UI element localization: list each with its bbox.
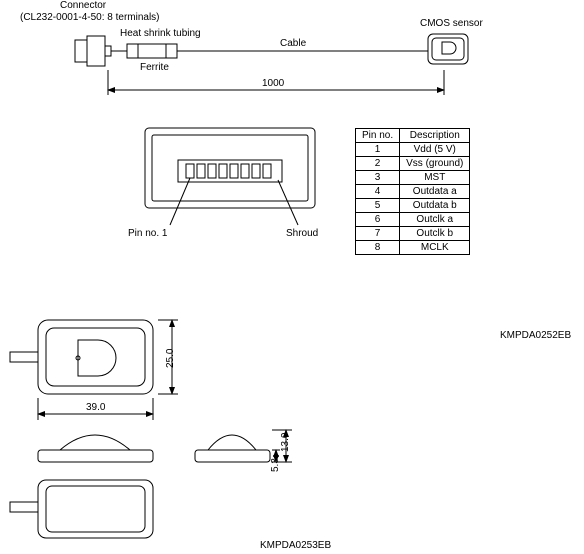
- heat-shrink-label: Heat shrink tubing: [120, 28, 201, 39]
- dim-1000: 1000: [262, 78, 284, 89]
- table-row: 7Outclk b: [356, 227, 470, 241]
- dim-39: 39.0: [86, 402, 105, 413]
- pin1-label: Pin no. 1: [128, 228, 167, 239]
- code-1: KMPDA0252EB: [500, 330, 571, 341]
- table-cell: 4: [356, 185, 400, 199]
- table-row: 1Vdd (5 V): [356, 143, 470, 157]
- pin-table-header: Pin no.: [356, 129, 400, 143]
- cmos-label: CMOS sensor: [420, 18, 483, 29]
- table-cell: MCLK: [400, 241, 470, 255]
- table-row: 6Outclk a: [356, 213, 470, 227]
- pin-table: Pin no. Description 1Vdd (5 V)2Vss (grou…: [355, 128, 470, 255]
- table-row: 4Outdata a: [356, 185, 470, 199]
- pin-table-header: Description: [400, 129, 470, 143]
- table-cell: 1: [356, 143, 400, 157]
- table-row: 8MCLK: [356, 241, 470, 255]
- dim-53: 5.3: [270, 458, 281, 472]
- table-cell: Vdd (5 V): [400, 143, 470, 157]
- connector-label: Connector: [60, 0, 106, 11]
- table-cell: Outdata b: [400, 199, 470, 213]
- table-row: 5Outdata b: [356, 199, 470, 213]
- table-row: 2Vss (ground): [356, 157, 470, 171]
- dim-25: 25.0: [165, 349, 176, 368]
- code-2: KMPDA0253EB: [260, 540, 331, 551]
- table-cell: 2: [356, 157, 400, 171]
- shroud-label: Shroud: [286, 228, 318, 239]
- table-cell: 7: [356, 227, 400, 241]
- ferrite-label: Ferrite: [140, 62, 169, 73]
- connector-sub-label: (CL232-0001-4-50: 8 terminals): [20, 12, 160, 23]
- table-cell: 6: [356, 213, 400, 227]
- table-cell: Outclk b: [400, 227, 470, 241]
- dim-13: 13.0: [280, 433, 291, 452]
- diagram-svg: [0, 0, 584, 554]
- table-cell: 8: [356, 241, 400, 255]
- table-row: 3MST: [356, 171, 470, 185]
- pin-table-header-row: Pin no. Description: [356, 129, 470, 143]
- table-cell: Vss (ground): [400, 157, 470, 171]
- table-cell: 3: [356, 171, 400, 185]
- table-cell: Outclk a: [400, 213, 470, 227]
- cable-label: Cable: [280, 38, 306, 49]
- table-cell: MST: [400, 171, 470, 185]
- table-cell: 5: [356, 199, 400, 213]
- table-cell: Outdata a: [400, 185, 470, 199]
